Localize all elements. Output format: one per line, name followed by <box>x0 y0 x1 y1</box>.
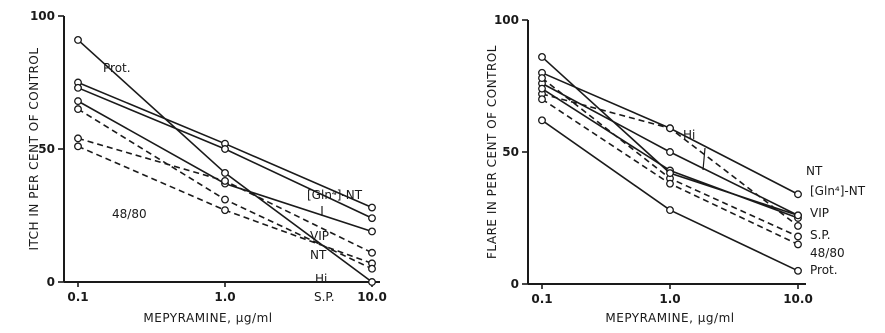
series-label: NT <box>310 248 327 262</box>
data-point <box>368 278 376 286</box>
series-label: [Gln⁴]-NT <box>307 188 363 202</box>
series-label: VIP <box>310 229 329 243</box>
data-point <box>74 134 82 143</box>
series-line <box>77 145 373 265</box>
data-point <box>221 195 229 204</box>
series--gln-nt: [Gln⁴]-NT <box>538 79 866 220</box>
x-tick-label: 1.0 <box>214 290 235 304</box>
series-label: Hi <box>315 272 327 286</box>
series-label: [Gln⁴]-NT <box>810 184 866 198</box>
data-point <box>221 168 229 177</box>
series-s-p-: S.P. <box>74 142 376 304</box>
data-point <box>794 190 802 199</box>
x-tick-label: 10.0 <box>357 290 387 304</box>
data-point <box>666 148 674 156</box>
series-label: NT <box>806 164 823 178</box>
data-point <box>368 227 376 236</box>
data-point <box>368 264 376 273</box>
chart-panel-2: 0 50 100 0.1 1.0 10.0 MEPYRAMINE, µg/ml FLARE I… <box>485 13 866 325</box>
data-point <box>221 145 229 153</box>
x-tick-label: 10.0 <box>783 292 813 306</box>
x-tick-label: 0.1 <box>67 290 88 304</box>
series-label: VIP <box>810 206 829 220</box>
y-tick-label: 50 <box>502 145 519 159</box>
chart-panel-1: 0 50 100 0.1 1.0 10.0 MEPYRAMINE, µg/ml ITCH IN… <box>27 9 387 325</box>
series-prot-: Prot. <box>538 116 838 277</box>
y-tick-label: 100 <box>494 13 519 27</box>
series-unlabeled <box>538 53 802 220</box>
data-point <box>794 211 802 220</box>
data-point <box>368 214 376 223</box>
data-point <box>794 266 802 275</box>
series-label: 48/80 <box>112 207 147 221</box>
y-tick-label: 0 <box>511 277 519 291</box>
series-line <box>77 39 373 283</box>
data-point <box>74 35 82 44</box>
series--gln-nt: [Gln⁴]-NT <box>74 78 376 216</box>
data-point <box>538 53 546 61</box>
y-tick-label: 50 <box>38 142 55 156</box>
data-point <box>666 206 674 215</box>
y-axis-title: FLARE IN PER CENT OF CONTROL <box>485 45 499 259</box>
data-point <box>538 84 546 93</box>
data-point <box>221 176 229 185</box>
series-vip: VIP <box>74 83 376 243</box>
series-48-80: 48/80 <box>74 105 376 273</box>
series-label: S.P. <box>314 290 335 304</box>
x-tick-label: 0.1 <box>531 292 552 306</box>
x-axis-title: MEPYRAMINE, µg/ml <box>143 311 272 325</box>
series-48-80: 48/80 <box>538 95 845 260</box>
data-point <box>368 203 376 212</box>
y-axis-title: ITCH IN PER CENT OF CONTROL <box>27 47 41 250</box>
series-s-p-: S.P. <box>538 74 831 242</box>
data-point <box>666 124 674 133</box>
data-point <box>794 240 802 249</box>
series-label: 48/80 <box>810 246 845 260</box>
data-point <box>794 221 802 230</box>
data-point <box>368 248 376 257</box>
data-point <box>74 105 82 114</box>
series-label: S.P. <box>810 228 831 242</box>
data-point <box>221 206 229 215</box>
data-point <box>666 169 674 178</box>
data-point <box>74 83 82 92</box>
series-label: Prot. <box>810 263 838 277</box>
y-tick-label: 0 <box>47 275 55 289</box>
y-tick-label: 100 <box>30 9 55 23</box>
x-axis-title: MEPYRAMINE, µg/ml <box>605 311 734 325</box>
data-point <box>74 97 82 106</box>
data-point <box>538 74 546 83</box>
series-hi: Hi <box>74 134 376 286</box>
series-label: Hi <box>683 128 695 142</box>
series-label: Prot. <box>103 61 131 75</box>
data-point <box>794 232 802 241</box>
data-point <box>538 116 546 125</box>
data-point <box>74 142 82 151</box>
data-point <box>666 179 674 188</box>
series-nt: NT <box>538 68 823 199</box>
label-leader <box>702 147 706 171</box>
series-line <box>541 56 799 217</box>
x-tick-label: 1.0 <box>659 292 680 306</box>
data-point <box>538 95 546 104</box>
